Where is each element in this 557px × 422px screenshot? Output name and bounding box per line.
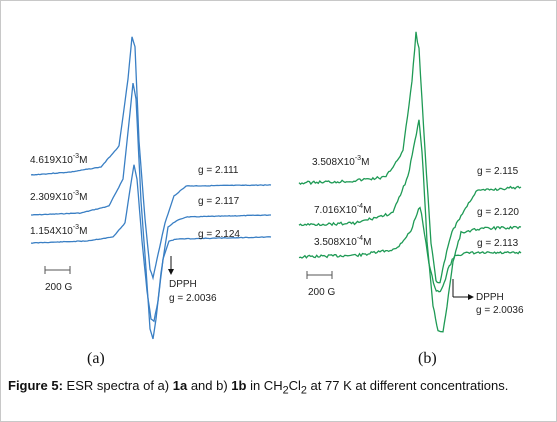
spectrum-a-2 xyxy=(31,82,271,340)
g-label-a-3: g = 2.124 xyxy=(198,229,240,240)
caption-text-2: and b) xyxy=(187,378,232,393)
spectrum-b-1 xyxy=(298,31,522,284)
scale-bar-a xyxy=(44,266,71,274)
g-label-b-1: g = 2.115 xyxy=(477,166,519,177)
dpph-g-b: g = 2.0036 xyxy=(476,305,524,316)
scale-label-a: 200 G xyxy=(45,282,72,293)
spectrum-b-2 xyxy=(298,119,522,333)
dpph-label-a: DPPH xyxy=(169,279,197,290)
scale-label-b: 200 G xyxy=(308,287,335,298)
spectrum-a-3 xyxy=(30,164,272,323)
spectrum-b-3 xyxy=(298,206,522,293)
caption-sub-1: 2 xyxy=(282,384,289,397)
figure-caption: Figure 5: ESR spectra of a) 1a and b) 1b… xyxy=(8,378,548,399)
esr-spectra-chart: 4.619X10-3M 2.309X10-3M 1.154X10-3M g = … xyxy=(30,31,524,367)
g-label-b-2: g = 2.120 xyxy=(477,207,519,218)
dpph-label-b: DPPH xyxy=(476,292,504,303)
caption-text-3: in CH xyxy=(246,378,283,393)
caption-text-5: at 77 K at different concentrations. xyxy=(306,378,509,393)
panel-label-a: (a) xyxy=(87,350,105,367)
conc-label-a-3: 1.154X10-3M xyxy=(30,224,87,237)
panel-label-b: (b) xyxy=(418,350,437,367)
conc-label-b-1: 3.508X10-3M xyxy=(312,155,369,168)
dpph-arrow-b xyxy=(452,279,474,300)
spectrum-a-1 xyxy=(30,36,272,281)
conc-label-b-3: 3.508X10-4M xyxy=(314,235,371,248)
panel-a: 4.619X10-3M 2.309X10-3M 1.154X10-3M g = … xyxy=(30,36,272,367)
conc-label-b-2: 7.016X10-4M xyxy=(314,203,371,216)
scale-bar-b xyxy=(306,271,333,279)
conc-label-a-2: 2.309X10-3M xyxy=(30,190,87,203)
g-label-b-3: g = 2.113 xyxy=(477,238,519,249)
dpph-arrow-a xyxy=(168,256,174,275)
caption-compound-2: 1b xyxy=(231,378,247,393)
caption-text-1: ESR spectra of a) xyxy=(62,378,173,393)
panel-b: 3.508X10-3M 7.016X10-4M 3.508X10-4M g = … xyxy=(298,31,524,367)
conc-label-a-1: 4.619X10-3M xyxy=(30,153,87,166)
g-label-a-2: g = 2.117 xyxy=(198,196,240,207)
caption-figure-label: Figure 5: xyxy=(8,378,63,393)
g-label-a-1: g = 2.111 xyxy=(198,165,239,176)
dpph-g-a: g = 2.0036 xyxy=(169,293,217,304)
caption-text-4: Cl xyxy=(288,378,301,393)
caption-sub-2: 2 xyxy=(300,384,307,397)
caption-compound-1: 1a xyxy=(172,378,188,393)
